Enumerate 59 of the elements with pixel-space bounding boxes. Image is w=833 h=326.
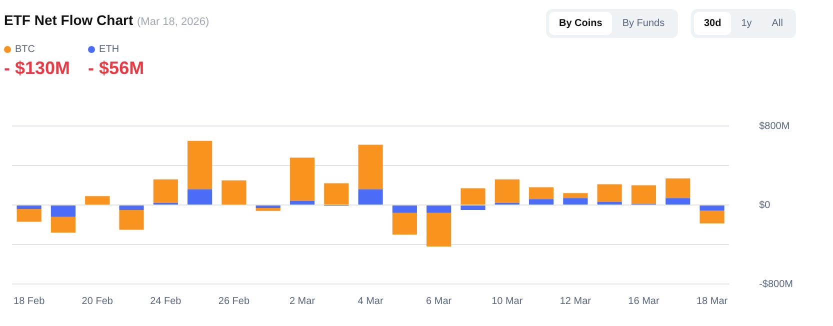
- legend-label: BTC: [14, 44, 36, 55]
- bar: [528, 187, 554, 200]
- bar: [666, 178, 690, 198]
- bar: [426, 206, 452, 213]
- x-tick-label: 2 Mar: [289, 296, 316, 307]
- bar: [256, 208, 280, 211]
- x-tick-label: 10 Mar: [492, 296, 524, 307]
- bar: [666, 198, 690, 204]
- bar: [358, 189, 383, 204]
- bar: [460, 188, 486, 204]
- bar: [222, 180, 246, 204]
- text: 30d: [694, 12, 732, 35]
- bar: [563, 193, 588, 198]
- bar: [290, 158, 315, 202]
- bar: [188, 140, 212, 190]
- x-tick-label: 4 Mar: [358, 296, 384, 307]
- y-tick-label: $800M: [759, 120, 790, 132]
- y-tick-label: $0: [759, 200, 771, 211]
- bar: [700, 206, 724, 211]
- bar: [494, 179, 520, 204]
- bar: [119, 206, 144, 210]
- bar: [426, 212, 452, 246]
- legend-label: ETH: [98, 44, 120, 55]
- bar: [324, 183, 349, 204]
- y-tick-label: -$800M: [759, 278, 793, 290]
- x-tick-label: 18 Mar: [696, 296, 728, 307]
- bar: [563, 198, 588, 204]
- bar: [460, 206, 486, 210]
- bar: [358, 144, 383, 190]
- bar: [392, 212, 417, 235]
- text: - $130M: [4, 58, 70, 79]
- bar: [50, 206, 76, 217]
- bar: [188, 189, 212, 204]
- text: - $56M: [88, 58, 144, 79]
- bar: [700, 210, 724, 224]
- x-tick-label: 18 Feb: [14, 296, 46, 307]
- bar: [85, 196, 110, 204]
- x-tick-label: 24 Feb: [150, 296, 182, 307]
- x-tick-label: 16 Mar: [628, 296, 660, 307]
- x-tick-label: 12 Mar: [560, 296, 592, 307]
- text: By Funds: [621, 17, 666, 31]
- chart-subtitle: (Mar 18, 2026): [137, 16, 210, 28]
- x-tick-label: 26 Feb: [218, 296, 250, 307]
- text: By Coins: [549, 12, 612, 35]
- x-tick-label: 20 Feb: [82, 296, 114, 307]
- x-tick-label: 6 Mar: [426, 296, 452, 307]
- bar: [597, 184, 622, 202]
- bar: [119, 210, 144, 230]
- chart-title: ETF Net Flow Chart: [4, 12, 134, 28]
- text: All: [770, 17, 784, 31]
- bar: [50, 216, 76, 233]
- text: 1y: [740, 17, 753, 31]
- bar: [631, 185, 656, 204]
- bar: [153, 179, 178, 204]
- bar: [528, 199, 554, 204]
- bar: [16, 206, 42, 209]
- bar: [16, 208, 42, 222]
- bar: [392, 206, 417, 213]
- bar: [290, 201, 315, 204]
